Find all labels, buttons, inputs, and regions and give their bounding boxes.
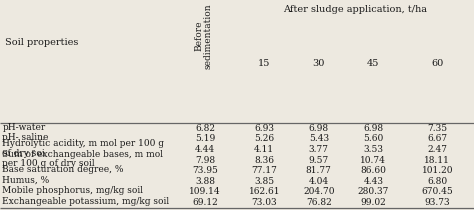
Text: 5.26: 5.26 (254, 134, 274, 143)
Text: Sum of exchangeable bases, m mol
per 100 g of dry soil: Sum of exchangeable bases, m mol per 100… (2, 150, 164, 168)
Text: 3.77: 3.77 (309, 145, 329, 154)
Text: 280.37: 280.37 (357, 188, 389, 196)
Text: 7.98: 7.98 (195, 156, 215, 165)
Text: Exchangeable potassium, mg/kg soil: Exchangeable potassium, mg/kg soil (2, 197, 170, 206)
Text: 3.88: 3.88 (195, 177, 215, 186)
Text: 162.61: 162.61 (248, 188, 280, 196)
Text: 10.74: 10.74 (360, 156, 386, 165)
Text: 204.70: 204.70 (303, 188, 335, 196)
Text: 5.60: 5.60 (363, 134, 383, 143)
Text: 30: 30 (312, 59, 325, 68)
Text: 86.60: 86.60 (360, 166, 386, 175)
Text: 73.95: 73.95 (192, 166, 218, 175)
Text: Mobile phosphorus, mg/kg soil: Mobile phosphorus, mg/kg soil (2, 186, 143, 195)
Text: 3.85: 3.85 (254, 177, 274, 186)
Text: pH-water: pH-water (2, 123, 46, 132)
Text: pH- saline: pH- saline (2, 133, 49, 142)
Text: 6.67: 6.67 (427, 134, 447, 143)
Text: 670.45: 670.45 (421, 188, 453, 196)
Text: Humus, %: Humus, % (2, 176, 50, 185)
Text: 109.14: 109.14 (189, 188, 221, 196)
Text: 3.53: 3.53 (363, 145, 383, 154)
Text: 77.17: 77.17 (251, 166, 277, 175)
Text: 81.77: 81.77 (306, 166, 332, 175)
Text: 8.36: 8.36 (254, 156, 274, 165)
Text: Base saturation degree, %: Base saturation degree, % (2, 165, 124, 174)
Text: Hydrolytic acidity, m mol per 100 g
of dry soi: Hydrolytic acidity, m mol per 100 g of d… (2, 139, 164, 158)
Text: 6.93: 6.93 (254, 124, 274, 133)
Text: 6.98: 6.98 (309, 124, 329, 133)
Text: 99.02: 99.02 (360, 198, 386, 207)
Text: 4.11: 4.11 (254, 145, 274, 154)
Text: 4.44: 4.44 (195, 145, 215, 154)
Text: 73.03: 73.03 (251, 198, 277, 207)
Text: 45: 45 (367, 59, 380, 68)
Text: 5.19: 5.19 (195, 134, 215, 143)
Text: 60: 60 (431, 59, 443, 68)
Text: 5.43: 5.43 (309, 134, 329, 143)
Text: 76.82: 76.82 (306, 198, 332, 207)
Text: 6.98: 6.98 (363, 124, 383, 133)
Text: 15: 15 (258, 59, 271, 68)
Text: 4.04: 4.04 (309, 177, 329, 186)
Text: 9.57: 9.57 (309, 156, 329, 165)
Text: After sludge application, t/ha: After sludge application, t/ha (283, 5, 428, 14)
Text: 6.80: 6.80 (427, 177, 447, 186)
Text: 4.43: 4.43 (363, 177, 383, 186)
Text: 7.35: 7.35 (427, 124, 447, 133)
Text: 101.20: 101.20 (421, 166, 453, 175)
Text: 6.82: 6.82 (195, 124, 215, 133)
Text: 93.73: 93.73 (424, 198, 450, 207)
Text: Before
sedimentation: Before sedimentation (195, 3, 213, 69)
Text: 2.47: 2.47 (427, 145, 447, 154)
Text: 69.12: 69.12 (192, 198, 218, 207)
Text: Soil properties: Soil properties (5, 38, 78, 47)
Text: 18.11: 18.11 (424, 156, 450, 165)
